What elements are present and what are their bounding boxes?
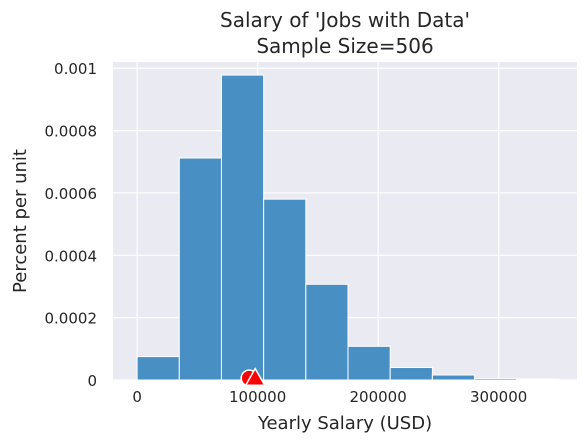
x-tick-label: 0 bbox=[132, 388, 142, 406]
bars bbox=[136, 74, 560, 381]
histogram-bar bbox=[136, 356, 180, 381]
y-tick-label: 0.0004 bbox=[45, 247, 98, 265]
y-tick-label: 0.001 bbox=[54, 60, 97, 78]
histogram-bar bbox=[516, 378, 560, 381]
histogram-bar bbox=[220, 74, 265, 381]
markers bbox=[240, 367, 267, 387]
triangle-marker bbox=[244, 367, 267, 386]
y-tick-label: 0.0008 bbox=[45, 123, 98, 141]
y-tick-label: 0.0006 bbox=[45, 185, 98, 203]
x-tick-label: 200000 bbox=[350, 388, 407, 406]
x-tick-label: 300000 bbox=[470, 388, 527, 406]
x-tick-label: 100000 bbox=[229, 388, 286, 406]
histogram-bar bbox=[263, 198, 307, 381]
y-axis-label: Percent per unit bbox=[10, 149, 31, 293]
y-tick-label: 0.0002 bbox=[45, 310, 98, 328]
histogram-bar bbox=[178, 157, 222, 381]
histogram-bar bbox=[431, 374, 476, 381]
tick-labels: 0 100000 200000 300000 0 0.0002 0.0004 0.0006 0.… bbox=[45, 60, 528, 406]
y-tick-label: 0 bbox=[87, 372, 97, 390]
chart-title-line-1: Salary of 'Jobs with Data' bbox=[220, 8, 470, 32]
chart-title-line-2: Sample Size=506 bbox=[256, 34, 433, 58]
x-axis-label: Yearly Salary (USD) bbox=[257, 413, 432, 434]
histogram-bar bbox=[389, 367, 433, 381]
histogram-bar bbox=[474, 377, 518, 381]
histogram-bar bbox=[305, 283, 349, 381]
histogram-bar bbox=[347, 345, 391, 381]
